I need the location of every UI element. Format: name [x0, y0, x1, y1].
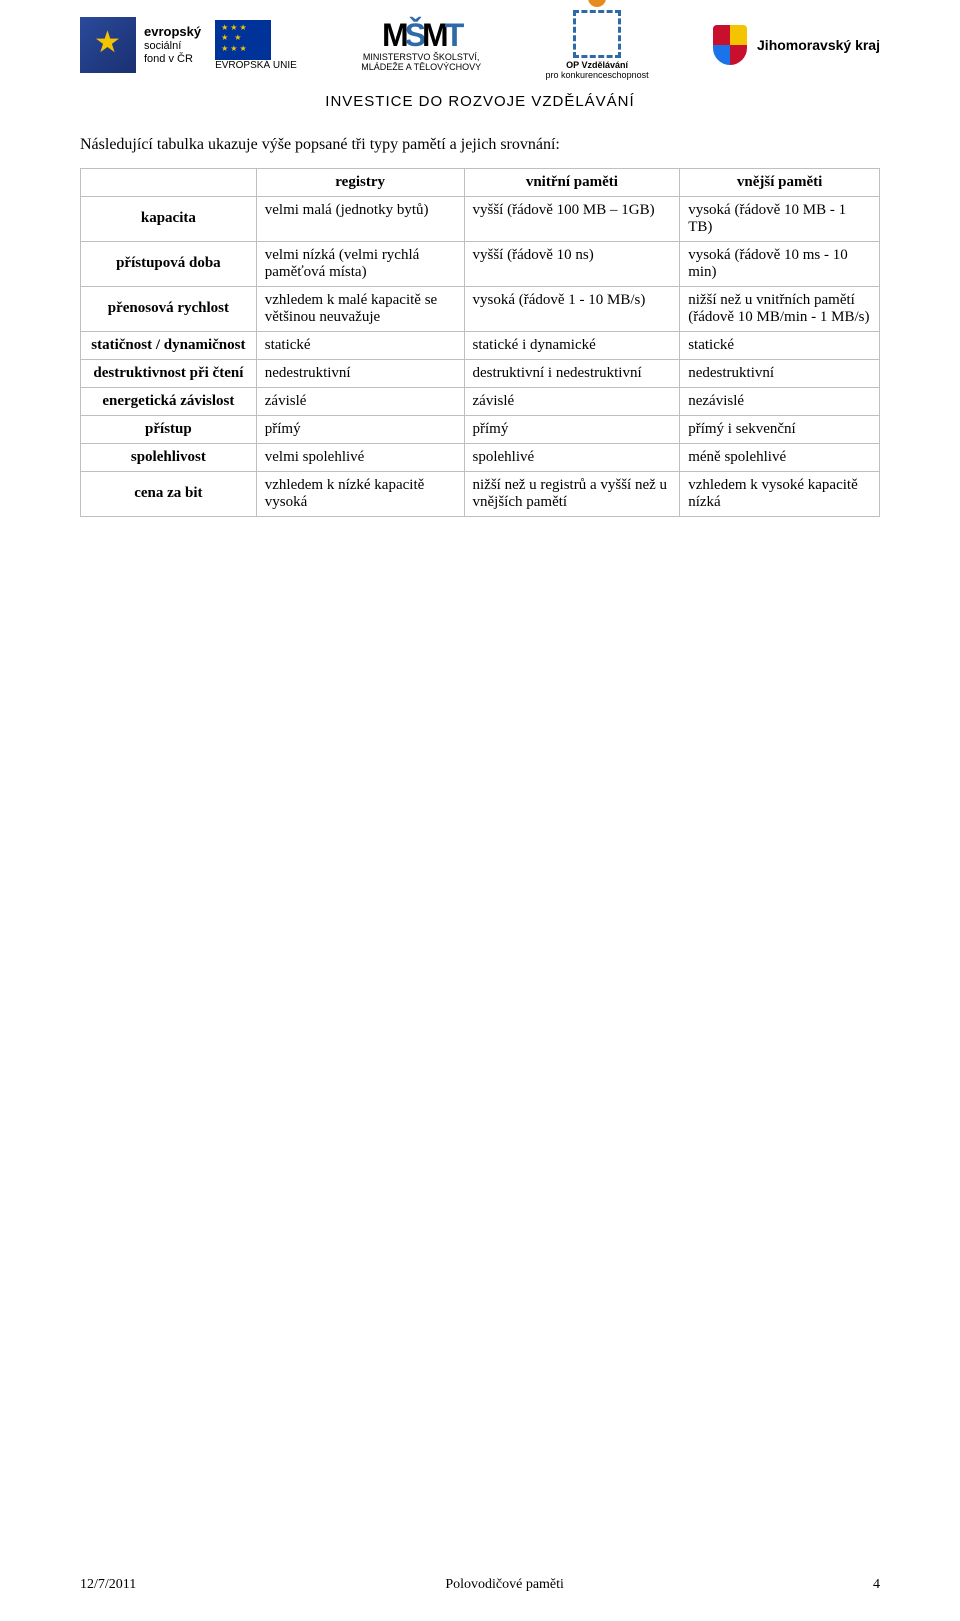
- msmt-line2: MLÁDEŽE A TĚLOVÝCHOVY: [361, 63, 481, 73]
- op-square-icon: [573, 10, 621, 58]
- eu-label: EVROPSKÁ UNIE: [215, 60, 297, 71]
- table-cell: statické i dynamické: [464, 331, 680, 359]
- table-cell: destruktivní i nedestruktivní: [464, 359, 680, 387]
- row-label: přístupová doba: [81, 241, 257, 286]
- table-row: cena za bitvzhledem k nízké kapacitě vys…: [81, 471, 880, 516]
- table-cell: vyšší (řádově 10 ns): [464, 241, 680, 286]
- esf-line2: sociální: [144, 40, 181, 52]
- table-cell: velmi malá (jednotky bytů): [256, 196, 464, 241]
- table-cell: nedestruktivní: [680, 359, 880, 387]
- table-cell: nižší než u registrů a vyšší než u vnějš…: [464, 471, 680, 516]
- table-cell: závislé: [464, 387, 680, 415]
- table-cell: vysoká (řádově 1 - 10 MB/s): [464, 286, 680, 331]
- table-cell: vysoká (řádově 10 MB - 1 TB): [680, 196, 880, 241]
- intro-paragraph: Následující tabulka ukazuje výše popsané…: [80, 136, 880, 154]
- table-cell: vzhledem k malé kapacitě se většinou neu…: [256, 286, 464, 331]
- table-cell: přímý: [256, 415, 464, 443]
- table-row: energetická závislostzávislézávislénezáv…: [81, 387, 880, 415]
- jmk-label: Jihomoravský kraj: [757, 37, 880, 53]
- esf-line1: evropský: [144, 24, 201, 39]
- table-cell: závislé: [256, 387, 464, 415]
- esf-logo: evropský sociální fond v ČR: [80, 17, 201, 73]
- table-cell: statické: [256, 331, 464, 359]
- msmt-logo-block: MŠMT MINISTERSTVO ŠKOLSTVÍ, MLÁDEŽE A TĚ…: [361, 18, 481, 73]
- row-label: cena za bit: [81, 471, 257, 516]
- col-header-vnejsi: vnější paměti: [680, 168, 880, 196]
- op-line1: OP Vzdělávání: [566, 60, 628, 70]
- table-row: přístupová dobavelmi nízká (velmi rychlá…: [81, 241, 880, 286]
- row-label: destruktivnost při čtení: [81, 359, 257, 387]
- esf-star-icon: [80, 17, 136, 73]
- page-footer: 12/7/2011 Polovodičové paměti 4: [80, 1577, 880, 1593]
- esf-eu-block: evropský sociální fond v ČR EVROPSKÁ UNI…: [80, 17, 297, 73]
- table-cell: velmi spolehlivé: [256, 443, 464, 471]
- comparison-table: registry vnitřní paměti vnější paměti ka…: [80, 168, 880, 517]
- msmt-logo: MŠMT: [361, 18, 481, 53]
- table-cell: méně spolehlivé: [680, 443, 880, 471]
- table-cell: vyšší (řádově 100 MB – 1GB): [464, 196, 680, 241]
- investice-tagline: INVESTICE DO ROZVOJE VZDĚLÁVÁNÍ: [80, 93, 880, 110]
- table-row: spolehlivostvelmi spolehlivéspolehlivémé…: [81, 443, 880, 471]
- col-header-empty: [81, 168, 257, 196]
- esf-text: evropský sociální fond v ČR: [144, 24, 201, 67]
- footer-date: 12/7/2011: [80, 1577, 136, 1593]
- eu-flag-icon: [215, 20, 271, 60]
- col-header-registry: registry: [256, 168, 464, 196]
- table-row: kapacitavelmi malá (jednotky bytů)vyšší …: [81, 196, 880, 241]
- table-cell: velmi nízká (velmi rychlá paměťová místa…: [256, 241, 464, 286]
- row-label: energetická závislost: [81, 387, 257, 415]
- row-label: spolehlivost: [81, 443, 257, 471]
- table-row: statičnost / dynamičnoststatickéstatické…: [81, 331, 880, 359]
- table-row: destruktivnost při čtenínedestruktivníde…: [81, 359, 880, 387]
- esf-line3: fond v ČR: [144, 53, 193, 65]
- table-cell: spolehlivé: [464, 443, 680, 471]
- table-row: přenosová rychlostvzhledem k malé kapaci…: [81, 286, 880, 331]
- table-cell: vzhledem k vysoké kapacitě nízká: [680, 471, 880, 516]
- op-logo-block: OP Vzdělávání pro konkurenceschopnost: [546, 10, 649, 81]
- table-cell: nezávislé: [680, 387, 880, 415]
- table-cell: přímý: [464, 415, 680, 443]
- table-row: přístuppřímýpřímýpřímý i sekvenční: [81, 415, 880, 443]
- jmk-shield-icon: [713, 25, 747, 65]
- table-cell: nižší než u vnitřních pamětí (řádově 10 …: [680, 286, 880, 331]
- jmk-block: Jihomoravský kraj: [713, 25, 880, 65]
- table-header-row: registry vnitřní paměti vnější paměti: [81, 168, 880, 196]
- row-label: statičnost / dynamičnost: [81, 331, 257, 359]
- footer-page: 4: [873, 1577, 880, 1593]
- eu-block: EVROPSKÁ UNIE: [215, 20, 297, 71]
- table-cell: přímý i sekvenční: [680, 415, 880, 443]
- row-label: kapacita: [81, 196, 257, 241]
- header-logo-band: evropský sociální fond v ČR EVROPSKÁ UNI…: [80, 0, 880, 89]
- row-label: přístup: [81, 415, 257, 443]
- table-cell: nedestruktivní: [256, 359, 464, 387]
- footer-title: Polovodičové paměti: [445, 1577, 564, 1593]
- row-label: přenosová rychlost: [81, 286, 257, 331]
- col-header-vnitrni: vnitřní paměti: [464, 168, 680, 196]
- table-cell: vysoká (řádově 10 ms - 10 min): [680, 241, 880, 286]
- op-line2: pro konkurenceschopnost: [546, 70, 649, 80]
- table-cell: statické: [680, 331, 880, 359]
- table-cell: vzhledem k nízké kapacitě vysoká: [256, 471, 464, 516]
